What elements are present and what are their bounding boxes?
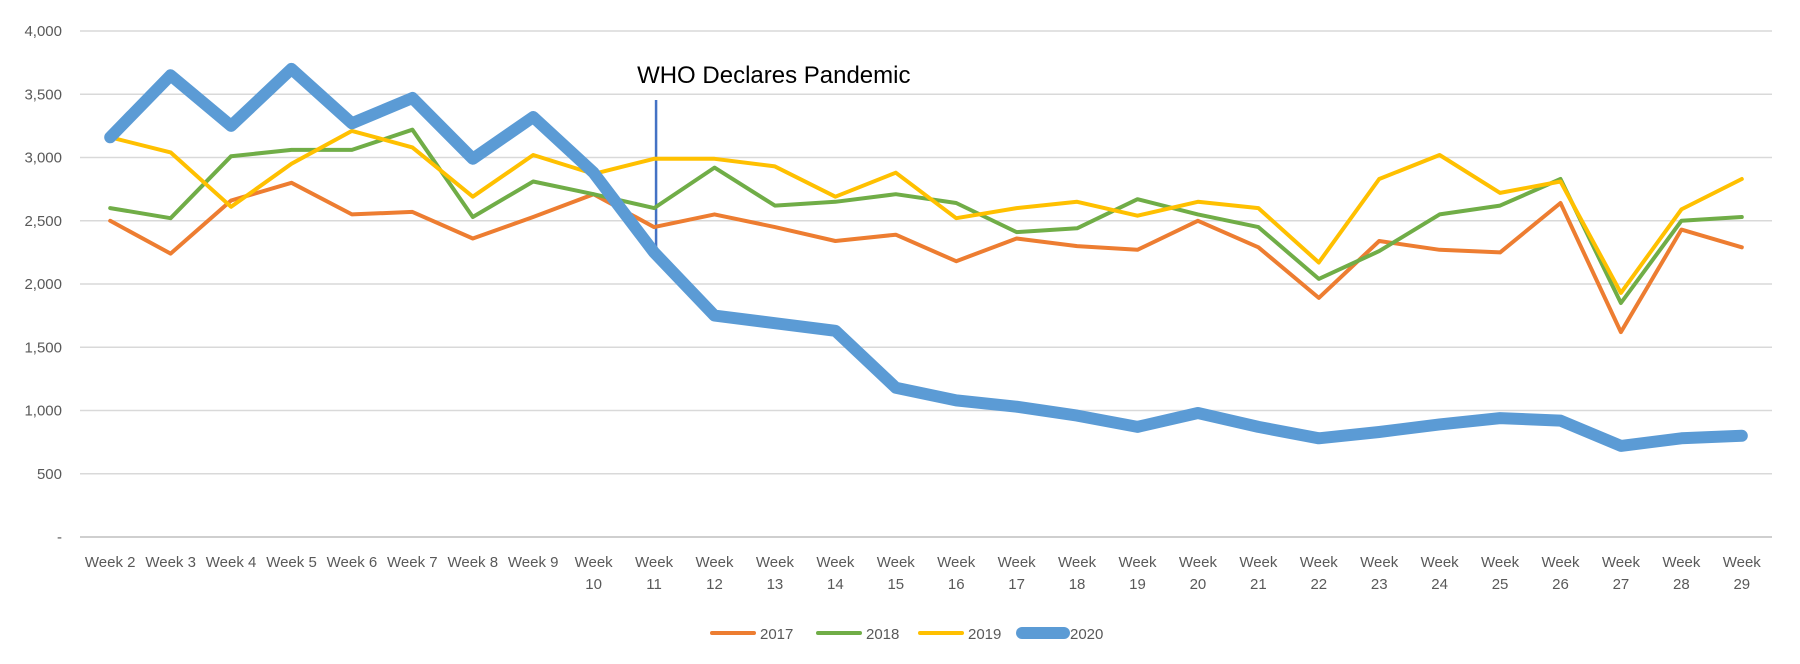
series-line-2018 <box>108 127 1744 305</box>
legend-label-2017: 2017 <box>760 626 793 643</box>
gridlines <box>80 30 1772 538</box>
x-tick-label: Week 20 <box>1179 554 1218 593</box>
legend-label-2020: 2020 <box>1070 626 1103 643</box>
x-tick-label: Week 17 <box>998 554 1037 593</box>
legend-label-2018: 2018 <box>866 626 899 643</box>
x-tick-label: Week 5 <box>266 554 317 571</box>
x-tick-label: Week 2 <box>85 554 136 571</box>
series-lines <box>104 62 1748 452</box>
series-line-2017 <box>108 180 1744 335</box>
x-tick-label: Week 9 <box>508 554 559 571</box>
x-tick-label: Week 13 <box>756 554 795 593</box>
x-tick-label: Week 7 <box>387 554 438 571</box>
pandemic-annotation-label: WHO Declares Pandemic <box>637 62 910 89</box>
series-line-2019 <box>108 128 1744 295</box>
pandemic-annotation: WHO Declares Pandemic <box>637 62 910 252</box>
y-axis-tick-labels: - 500 1,000 1,500 2,000 2,500 3,000 3,500 4,000 <box>24 23 62 546</box>
x-tick-label: Week 24 <box>1421 554 1460 593</box>
x-tick-label: Week 21 <box>1239 554 1278 593</box>
x-tick-label: Week 8 <box>447 554 498 571</box>
x-tick-label: Week 14 <box>816 554 855 593</box>
legend-label-2019: 2019 <box>968 626 1001 643</box>
y-tick-label: - <box>57 529 62 546</box>
y-tick-label: 500 <box>37 466 62 483</box>
x-tick-label: Week 23 <box>1360 554 1399 593</box>
x-tick-label: Week 25 <box>1481 554 1520 593</box>
x-tick-label: Week 29 <box>1723 554 1762 593</box>
x-tick-label: Week 10 <box>575 554 614 593</box>
y-tick-label: 1,500 <box>24 339 62 356</box>
x-tick-label: Week 18 <box>1058 554 1097 593</box>
legend: 2017 2018 2019 2020 <box>710 626 1103 643</box>
x-tick-label: Week 12 <box>695 554 734 593</box>
x-tick-label: Week 3 <box>145 554 196 571</box>
x-tick-label: Week 11 <box>635 554 674 593</box>
y-tick-label: 3,500 <box>24 86 62 103</box>
y-tick-label: 4,000 <box>24 23 62 40</box>
y-tick-label: 2,000 <box>24 276 62 293</box>
x-tick-label: Week 27 <box>1602 554 1641 593</box>
x-tick-label: Week 26 <box>1541 554 1580 593</box>
x-tick-label: Week 22 <box>1300 554 1339 593</box>
y-tick-label: 1,000 <box>24 403 62 420</box>
series-line-2020 <box>104 62 1748 452</box>
y-tick-label: 3,000 <box>24 150 62 167</box>
x-tick-label: Week 4 <box>206 554 257 571</box>
x-tick-label: Week 6 <box>327 554 378 571</box>
y-tick-label: 2,500 <box>24 213 62 230</box>
x-tick-label: Week 28 <box>1662 554 1701 593</box>
x-axis-tick-labels: Week 2 Week 3 Week 4 Week 5 Week 6 Week 7 Week… <box>85 554 1761 593</box>
x-tick-label: Week 15 <box>877 554 916 593</box>
x-tick-label: Week 16 <box>937 554 976 593</box>
x-tick-label: Week 19 <box>1118 554 1157 593</box>
